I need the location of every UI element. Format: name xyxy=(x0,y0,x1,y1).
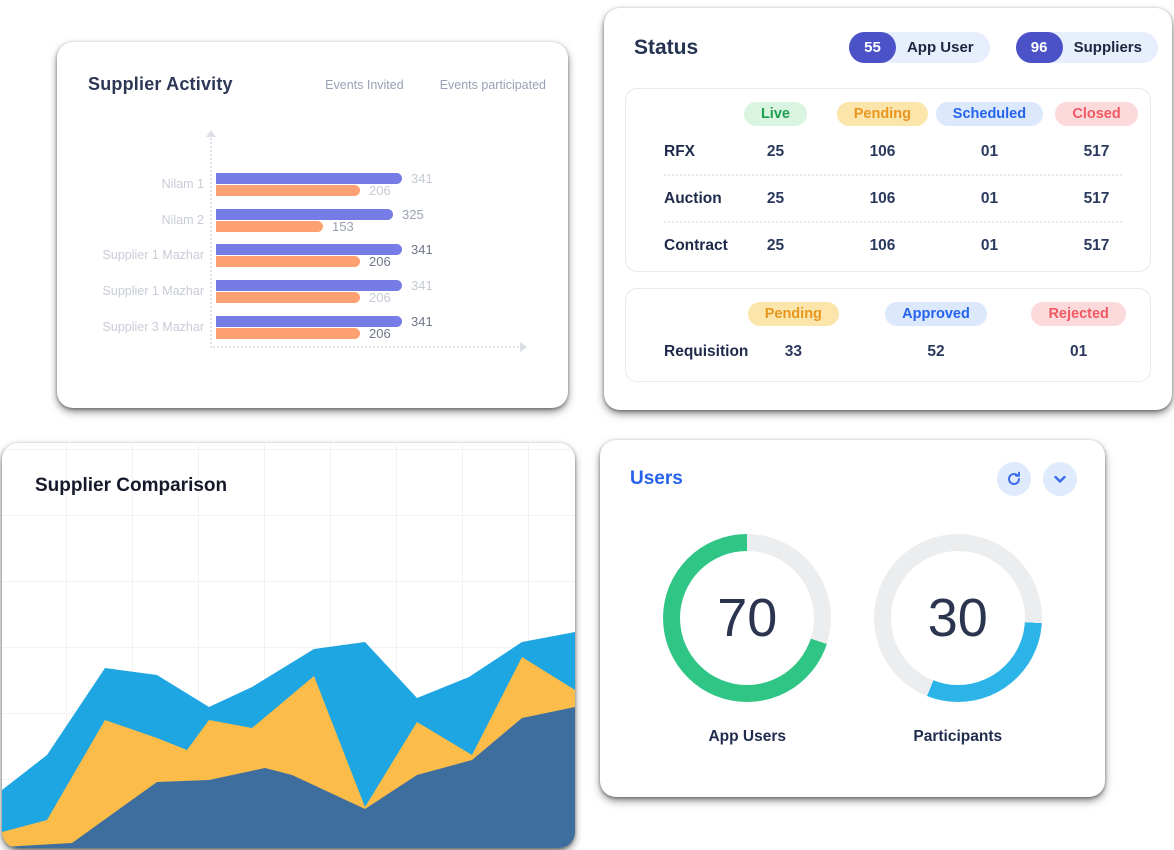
scheduled-column-pill: Scheduled xyxy=(935,102,1044,126)
donut-hole xyxy=(890,551,1025,685)
donut-label-app-users: App Users xyxy=(708,728,787,745)
area-series-bottom-steelblue xyxy=(2,707,575,848)
bar-category-label: Supplier 1 Mazhar xyxy=(102,248,204,262)
legend-events-invited: Events Invited xyxy=(325,78,404,92)
bar-category-label: Supplier 1 Mazhar xyxy=(102,284,204,298)
bar-events-participated xyxy=(216,328,360,339)
table-row-requisition: Requisition 33 52 01 xyxy=(664,342,1088,360)
bar-value-invited: 341 xyxy=(411,171,433,186)
supplier-comparison-card: Supplier Comparison xyxy=(2,443,575,848)
bar-value-participated: 206 xyxy=(369,326,391,341)
users-card: Users 70 xyxy=(600,440,1105,797)
bar-value-participated: 153 xyxy=(332,219,354,234)
req-rejected-pill: Rejected xyxy=(1031,302,1126,326)
refresh-icon xyxy=(1008,471,1020,485)
y-axis xyxy=(210,138,212,348)
table-row-auction: Auction 25 106 01 517 xyxy=(664,189,1110,207)
users-title: Users xyxy=(630,468,683,489)
bar-value-invited: 341 xyxy=(411,314,433,329)
events-status-table: Live Pending Scheduled Closed RFX 25 106… xyxy=(625,88,1151,272)
bar-events-invited xyxy=(216,209,393,220)
bar-events-invited xyxy=(216,280,402,291)
bar-events-participated xyxy=(216,185,360,196)
bar-value-invited: 341 xyxy=(411,278,433,293)
app-user-label: App User xyxy=(906,39,974,56)
donut-hole xyxy=(680,551,815,685)
collapse-button[interactable] xyxy=(1043,462,1077,496)
status-card: Status 55 App User 96 Suppliers Live Pen… xyxy=(604,8,1172,410)
bar-value-invited: 325 xyxy=(402,207,424,222)
donut-ring-app-users: 70 xyxy=(663,534,832,702)
events-table-header: Live Pending Scheduled Closed xyxy=(626,89,1150,129)
req-approved-pill: Approved xyxy=(885,302,987,326)
pending-column-pill: Pending xyxy=(836,102,928,126)
bar-category-label: Supplier 3 Mazhar xyxy=(102,320,204,334)
legend-events-participated: Events participated xyxy=(439,78,546,92)
x-axis-arrow-icon xyxy=(520,342,527,352)
donut-charts: 70 App Users 30 Participants xyxy=(600,496,1105,746)
suppliers-count: 96 xyxy=(1015,32,1063,63)
table-row-rfx: RFX 25 106 01 517 xyxy=(664,142,1110,160)
requisition-table: Pending Approved Rejected Requisition 33… xyxy=(625,288,1151,382)
refresh-button[interactable] xyxy=(997,462,1031,496)
suppliers-badge[interactable]: 96 Suppliers xyxy=(1015,32,1158,63)
bar-events-invited xyxy=(216,173,402,184)
donut-value-app-users: 70 xyxy=(717,588,778,648)
app-user-count: 55 xyxy=(848,32,896,63)
bar-events-participated xyxy=(216,292,360,303)
supplier-activity-legend: Events Invited Events participated xyxy=(325,74,546,92)
suppliers-label: Suppliers xyxy=(1073,39,1142,56)
row-divider xyxy=(664,174,1122,176)
closed-column-pill: Closed xyxy=(1055,102,1138,126)
donut-label-participants: Participants xyxy=(913,728,1003,745)
supplier-activity-bar-chart: Nilam 1 341 206 Nilam 2 325 153 Supplier 1 Maz… xyxy=(57,42,568,408)
donut-ring-participants: 30 xyxy=(873,534,1042,702)
bar-value-invited: 341 xyxy=(411,242,433,257)
donut-value-participants: 30 xyxy=(927,588,988,648)
bar-category-label: Nilam 2 xyxy=(161,213,204,227)
bar-value-participated: 206 xyxy=(369,183,391,198)
supplier-comparison-area-chart xyxy=(2,632,575,848)
row-divider xyxy=(664,221,1122,223)
y-axis-arrow-icon xyxy=(206,130,216,137)
x-axis xyxy=(210,346,522,348)
supplier-activity-card: Supplier Activity Events Invited Events … xyxy=(57,42,568,408)
app-user-badge[interactable]: 55 App User xyxy=(848,32,990,63)
status-title: Status xyxy=(634,35,699,59)
supplier-activity-title: Supplier Activity xyxy=(88,74,233,94)
bar-events-invited xyxy=(216,244,402,255)
bar-value-participated: 206 xyxy=(369,254,391,269)
req-pending-pill: Pending xyxy=(747,302,839,326)
live-column-pill: Live xyxy=(743,102,807,126)
donut-participants: 30 Participants xyxy=(873,534,1042,746)
bar-category-label: Nilam 1 xyxy=(161,177,204,191)
donut-app-users: 70 App Users xyxy=(663,534,832,746)
requisition-table-header: Pending Approved Rejected xyxy=(626,289,1150,329)
bar-value-participated: 206 xyxy=(369,290,391,305)
supplier-comparison-title: Supplier Comparison xyxy=(35,475,228,496)
table-row-contract: Contract 25 106 01 517 xyxy=(664,236,1110,254)
bar-events-invited xyxy=(216,316,402,327)
bar-events-participated xyxy=(216,221,323,232)
chevron-down-icon xyxy=(1054,475,1066,483)
bar-events-participated xyxy=(216,256,360,267)
